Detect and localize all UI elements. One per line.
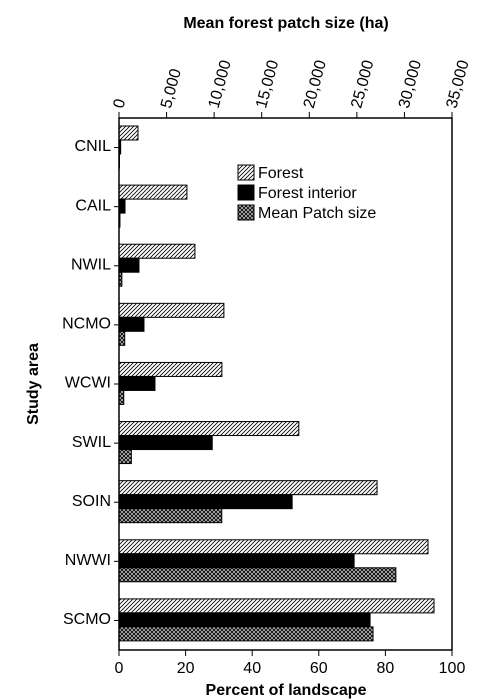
legend-swatch [237, 184, 255, 201]
x-axis-title: Percent of landscape [206, 682, 367, 699]
x-tick-label: 80 [377, 660, 395, 677]
legend-label: Forest [258, 165, 304, 182]
y-tick-label: SWIL [72, 434, 111, 451]
bar [118, 539, 429, 555]
y-tick-label: NWWI [65, 552, 111, 569]
x-tick-label: 100 [439, 660, 466, 677]
bar [118, 330, 126, 346]
y-tick-label: NWIL [71, 256, 111, 273]
x2-tick-label: 5,000 [158, 67, 185, 110]
y-tick-label: CAIL [75, 197, 111, 214]
x2-tick-label: 35,000 [444, 58, 473, 110]
y-tick-label: NCMO [62, 316, 111, 333]
bar [118, 480, 378, 496]
y-tick-label: CNIL [75, 138, 112, 155]
x-tick-label: 40 [243, 660, 261, 677]
x2-tick-label: 25,000 [348, 58, 377, 110]
x2-tick-label: 20,000 [301, 58, 330, 110]
bar [118, 567, 397, 583]
y-tick-label: SCMO [63, 611, 111, 628]
legend-swatch [237, 204, 255, 221]
y-tick-label: SOIN [72, 493, 111, 510]
x2-axis-title: Mean forest patch size (ha) [183, 15, 388, 32]
bar [118, 626, 374, 642]
bar [118, 243, 196, 259]
x2-tick-label: 0 [111, 97, 130, 110]
bar [118, 184, 188, 200]
legend-label: Mean Patch size [258, 205, 376, 222]
legend-label: Forest interior [258, 185, 357, 202]
plot-frame [118, 117, 453, 651]
x-tick-label: 0 [115, 660, 124, 677]
bar [118, 435, 213, 451]
y-tick-label: WCWI [65, 375, 111, 392]
x2-tick-label: 15,000 [253, 58, 282, 110]
bar [118, 494, 293, 510]
bar [118, 449, 132, 465]
bar [118, 198, 126, 214]
legend-swatch [237, 164, 255, 181]
x2-tick-label: 10,000 [206, 58, 235, 110]
bar [118, 375, 156, 391]
bar [118, 598, 435, 614]
x-tick-label: 60 [310, 660, 328, 677]
bar [118, 553, 355, 569]
x2-tick-label: 30,000 [396, 58, 425, 110]
y-axis-title: Study area [25, 343, 42, 425]
bar [118, 612, 371, 628]
bar [118, 302, 225, 318]
bar [118, 361, 223, 377]
bar [118, 257, 140, 273]
x-tick-label: 20 [177, 660, 195, 677]
bar [118, 421, 300, 437]
bar [118, 125, 139, 141]
bar [118, 508, 223, 524]
bar [118, 316, 145, 332]
